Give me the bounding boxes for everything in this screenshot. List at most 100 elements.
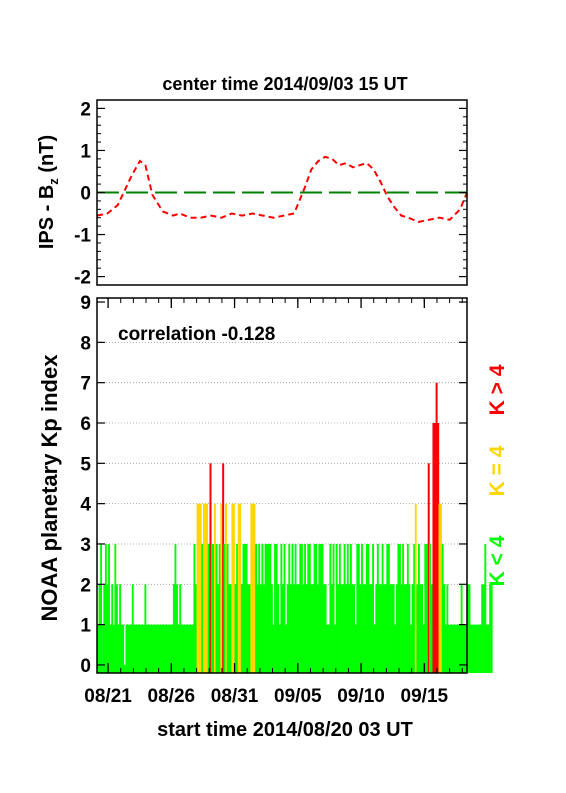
kp-bar bbox=[408, 584, 411, 673]
kp-bar bbox=[463, 624, 466, 673]
kp-bar bbox=[258, 543, 261, 673]
kp-bar bbox=[389, 584, 392, 673]
kp-bar bbox=[215, 543, 218, 673]
kp-bar bbox=[280, 543, 283, 673]
kp-bar bbox=[394, 624, 397, 673]
kp-bar bbox=[361, 543, 363, 673]
kp-bar bbox=[313, 543, 316, 673]
kp-bar bbox=[153, 624, 156, 673]
kp-x-tick-label: 09/10 bbox=[337, 686, 385, 707]
kp-bar bbox=[212, 543, 215, 673]
kp-bar bbox=[228, 584, 231, 673]
kp-bar bbox=[108, 543, 110, 673]
kp-bar bbox=[123, 664, 126, 673]
kp-bar bbox=[141, 624, 144, 673]
kp-bar bbox=[193, 543, 196, 673]
kp-bar bbox=[119, 584, 122, 673]
kp-bar bbox=[214, 503, 216, 673]
kp-bar bbox=[220, 503, 223, 673]
kp-bar bbox=[438, 503, 441, 673]
kp-bar bbox=[304, 543, 307, 673]
kp-bar bbox=[375, 584, 378, 673]
kp-bar bbox=[479, 624, 482, 673]
kp-bar bbox=[406, 543, 409, 673]
kp-bar bbox=[307, 543, 310, 673]
kp-bar bbox=[300, 543, 303, 673]
kp-bar bbox=[179, 584, 182, 673]
kp-bar bbox=[293, 584, 295, 673]
kp-bar bbox=[225, 503, 227, 673]
kp-bar bbox=[403, 584, 406, 673]
kp-y-tick-label: 7 bbox=[80, 374, 91, 395]
kp-bar bbox=[448, 624, 450, 673]
kp-bar bbox=[470, 624, 473, 673]
kp-bar bbox=[232, 503, 235, 673]
kp-bar bbox=[364, 584, 367, 673]
kp-bar bbox=[422, 624, 425, 673]
kp-bar bbox=[191, 624, 194, 673]
bz-y-tick-label: -1 bbox=[74, 226, 91, 247]
kp-bar bbox=[147, 624, 150, 673]
kp-bar bbox=[397, 543, 400, 673]
kp-bar bbox=[229, 584, 232, 673]
kp-bar bbox=[164, 624, 167, 673]
kp-bar bbox=[218, 543, 221, 673]
kp-bar bbox=[134, 624, 137, 673]
kp-bar bbox=[237, 503, 240, 673]
kp-y-tick-label: 8 bbox=[80, 333, 91, 354]
bz-y-axis-label-subscript: z bbox=[46, 178, 61, 185]
kp-frame bbox=[96, 297, 468, 674]
kp-bar bbox=[131, 584, 134, 673]
kp-bar bbox=[158, 624, 161, 673]
kp-bar bbox=[387, 543, 390, 673]
kp-bar bbox=[462, 624, 465, 673]
kp-bar bbox=[384, 584, 387, 673]
kp-bar bbox=[245, 543, 248, 673]
bz-y-tick-label: -2 bbox=[74, 268, 91, 289]
kp-bar bbox=[451, 624, 454, 673]
kp-bar bbox=[106, 584, 109, 673]
kp-bar bbox=[97, 624, 99, 673]
kp-bar bbox=[354, 624, 357, 673]
kp-bar bbox=[202, 503, 205, 673]
bz-plot-area bbox=[96, 155, 468, 223]
kp-y-tick-label: 1 bbox=[80, 616, 91, 637]
kp-bar bbox=[161, 624, 164, 673]
kp-bar bbox=[259, 584, 262, 673]
kp-bar bbox=[312, 584, 314, 673]
kp-bar bbox=[253, 503, 256, 673]
kp-bar bbox=[270, 584, 273, 673]
kp-y-tick-label: 9 bbox=[80, 293, 91, 314]
kp-bar bbox=[443, 584, 446, 673]
kp-x-axis: 08/21 08/26 08/31 09/05 09/10 09/15 bbox=[84, 298, 463, 707]
kp-legend: K < 4 K = 4 K > 4 bbox=[486, 364, 509, 586]
kp-bar bbox=[392, 584, 395, 673]
kp-bar bbox=[474, 624, 477, 673]
kp-x-tick-label: 08/31 bbox=[211, 686, 259, 707]
kp-bar bbox=[198, 503, 201, 673]
kp-x-tick-label: 09/15 bbox=[401, 686, 449, 707]
kp-bar bbox=[296, 584, 299, 673]
kp-bar bbox=[274, 543, 276, 673]
kp-bar bbox=[482, 584, 485, 673]
kp-bar bbox=[188, 624, 191, 673]
kp-bar bbox=[310, 584, 313, 673]
kp-bar bbox=[291, 543, 294, 673]
kp-bar bbox=[244, 543, 246, 673]
kp-bar bbox=[378, 584, 381, 673]
kp-bar bbox=[176, 584, 178, 673]
kp-bar bbox=[169, 624, 172, 673]
kp-bar bbox=[434, 423, 437, 673]
kp-bar bbox=[425, 543, 428, 673]
kp-bar bbox=[98, 584, 101, 673]
kp-bar bbox=[331, 584, 333, 673]
kp-bar bbox=[455, 624, 458, 673]
kp-bar bbox=[343, 543, 346, 673]
kp-bar bbox=[411, 584, 414, 673]
kp-bar bbox=[217, 584, 220, 673]
kp-x-tick-label: 09/05 bbox=[274, 686, 322, 707]
kp-bar bbox=[370, 584, 373, 673]
kp-bar bbox=[174, 543, 177, 673]
kp-bar bbox=[171, 624, 174, 673]
